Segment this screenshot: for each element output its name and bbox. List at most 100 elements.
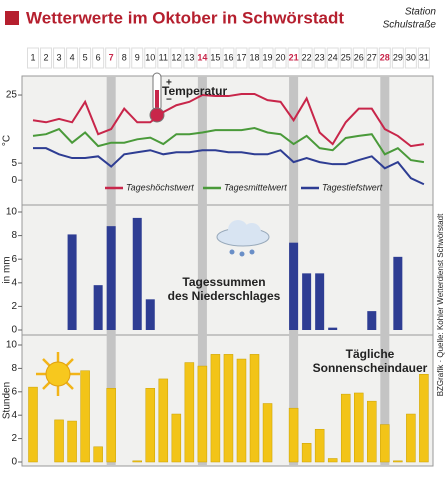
y-tick-label: 0: [11, 175, 17, 186]
day-box: [365, 47, 378, 69]
day-label: 5: [83, 52, 88, 62]
sun-icon: [36, 352, 80, 396]
bar: [171, 413, 182, 463]
svg-text:−: −: [166, 95, 172, 106]
day-label: 23: [315, 52, 325, 62]
y-tick-label: 6: [11, 386, 17, 397]
day-box: [27, 47, 39, 69]
bar: [328, 327, 338, 330]
bar: [54, 419, 64, 463]
day-box: [183, 47, 196, 69]
bar: [340, 393, 351, 463]
y-tick-label: 0: [11, 325, 17, 336]
day-label: 22: [302, 52, 312, 62]
day-label: 25: [341, 52, 351, 62]
bar: [262, 403, 273, 463]
day-label: 18: [250, 52, 260, 62]
day-box: [79, 47, 92, 69]
day-label: 26: [354, 52, 364, 62]
day-label: 4: [70, 52, 75, 62]
station-label: Schulstraße: [383, 20, 437, 31]
day-box: [417, 47, 430, 69]
day-box: [326, 47, 339, 69]
day-label: 14: [197, 52, 207, 62]
day-label: 20: [276, 52, 286, 62]
day-label: 17: [236, 52, 246, 62]
svg-text:+: +: [166, 78, 172, 89]
bar: [67, 234, 77, 330]
bar: [367, 311, 377, 330]
day-label: 15: [210, 52, 220, 62]
bar: [106, 388, 116, 463]
day-box: [248, 47, 261, 69]
day-box: [313, 47, 326, 69]
y-axis-label: Stunden: [2, 382, 13, 419]
title-marker: [5, 11, 19, 25]
bar: [302, 273, 312, 330]
bar: [327, 458, 338, 463]
day-label: 13: [184, 52, 194, 62]
y-tick-label: 0: [11, 457, 17, 468]
day-box: [105, 47, 118, 69]
bar: [93, 285, 103, 330]
y-tick-label: 2: [11, 301, 17, 312]
bar: [315, 273, 325, 330]
bar: [249, 354, 260, 463]
panel-title: Tägliche Sonnenscheindauer: [313, 347, 428, 375]
day-box: [287, 47, 300, 69]
bar: [236, 358, 247, 463]
panel-title: Tagessummen des Niederschlages: [168, 275, 281, 303]
sunday-band: [380, 77, 390, 465]
bar: [380, 424, 390, 463]
bar: [289, 242, 299, 330]
y-tick-label: 4: [11, 410, 17, 421]
day-box: [222, 47, 235, 69]
day-label: 29: [393, 52, 403, 62]
day-box: [53, 47, 66, 69]
rain-cloud-icon: [216, 220, 270, 257]
day-box: [157, 47, 170, 69]
bar: [288, 407, 299, 463]
line-series: [32, 127, 425, 164]
day-label: 16: [223, 52, 233, 62]
bar: [314, 428, 325, 463]
y-tick-label: 8: [11, 363, 17, 374]
bar: [80, 370, 90, 463]
legend-label: Tagesmittelwert: [224, 182, 287, 192]
bar: [28, 386, 38, 463]
day-box: [196, 47, 209, 69]
day-box: [118, 47, 131, 69]
bar: [158, 378, 169, 463]
sunday-band: [197, 77, 207, 465]
day-box: [131, 47, 144, 69]
y-tick-label: 2: [11, 433, 17, 444]
bar: [210, 354, 221, 463]
bar: [301, 443, 312, 463]
bar: [93, 446, 103, 463]
y-axis-label: °C: [2, 135, 13, 146]
day-box: [339, 47, 352, 69]
line-series: [32, 93, 425, 148]
day-label: 24: [328, 52, 338, 62]
credit: BZGrafik · Quelle: Kohler Wetterdienst S…: [436, 213, 445, 396]
bar: [132, 217, 142, 330]
day-label: 9: [135, 52, 140, 62]
day-box: [378, 47, 391, 69]
bar: [145, 388, 156, 463]
day-label: 28: [380, 52, 390, 62]
y-tick-label: 5: [11, 158, 17, 169]
day-box: [66, 47, 79, 69]
bar: [145, 299, 155, 330]
bar: [406, 413, 416, 463]
y-tick-label: 8: [11, 230, 17, 241]
bar: [367, 400, 377, 463]
bar: [106, 226, 116, 330]
day-box: [261, 47, 274, 69]
day-box: [404, 47, 417, 69]
day-box: [40, 47, 53, 69]
day-box: [235, 47, 248, 69]
y-tick-label: 10: [6, 340, 18, 351]
line-series: [33, 147, 425, 186]
day-box: [209, 47, 222, 69]
bar: [67, 420, 77, 463]
